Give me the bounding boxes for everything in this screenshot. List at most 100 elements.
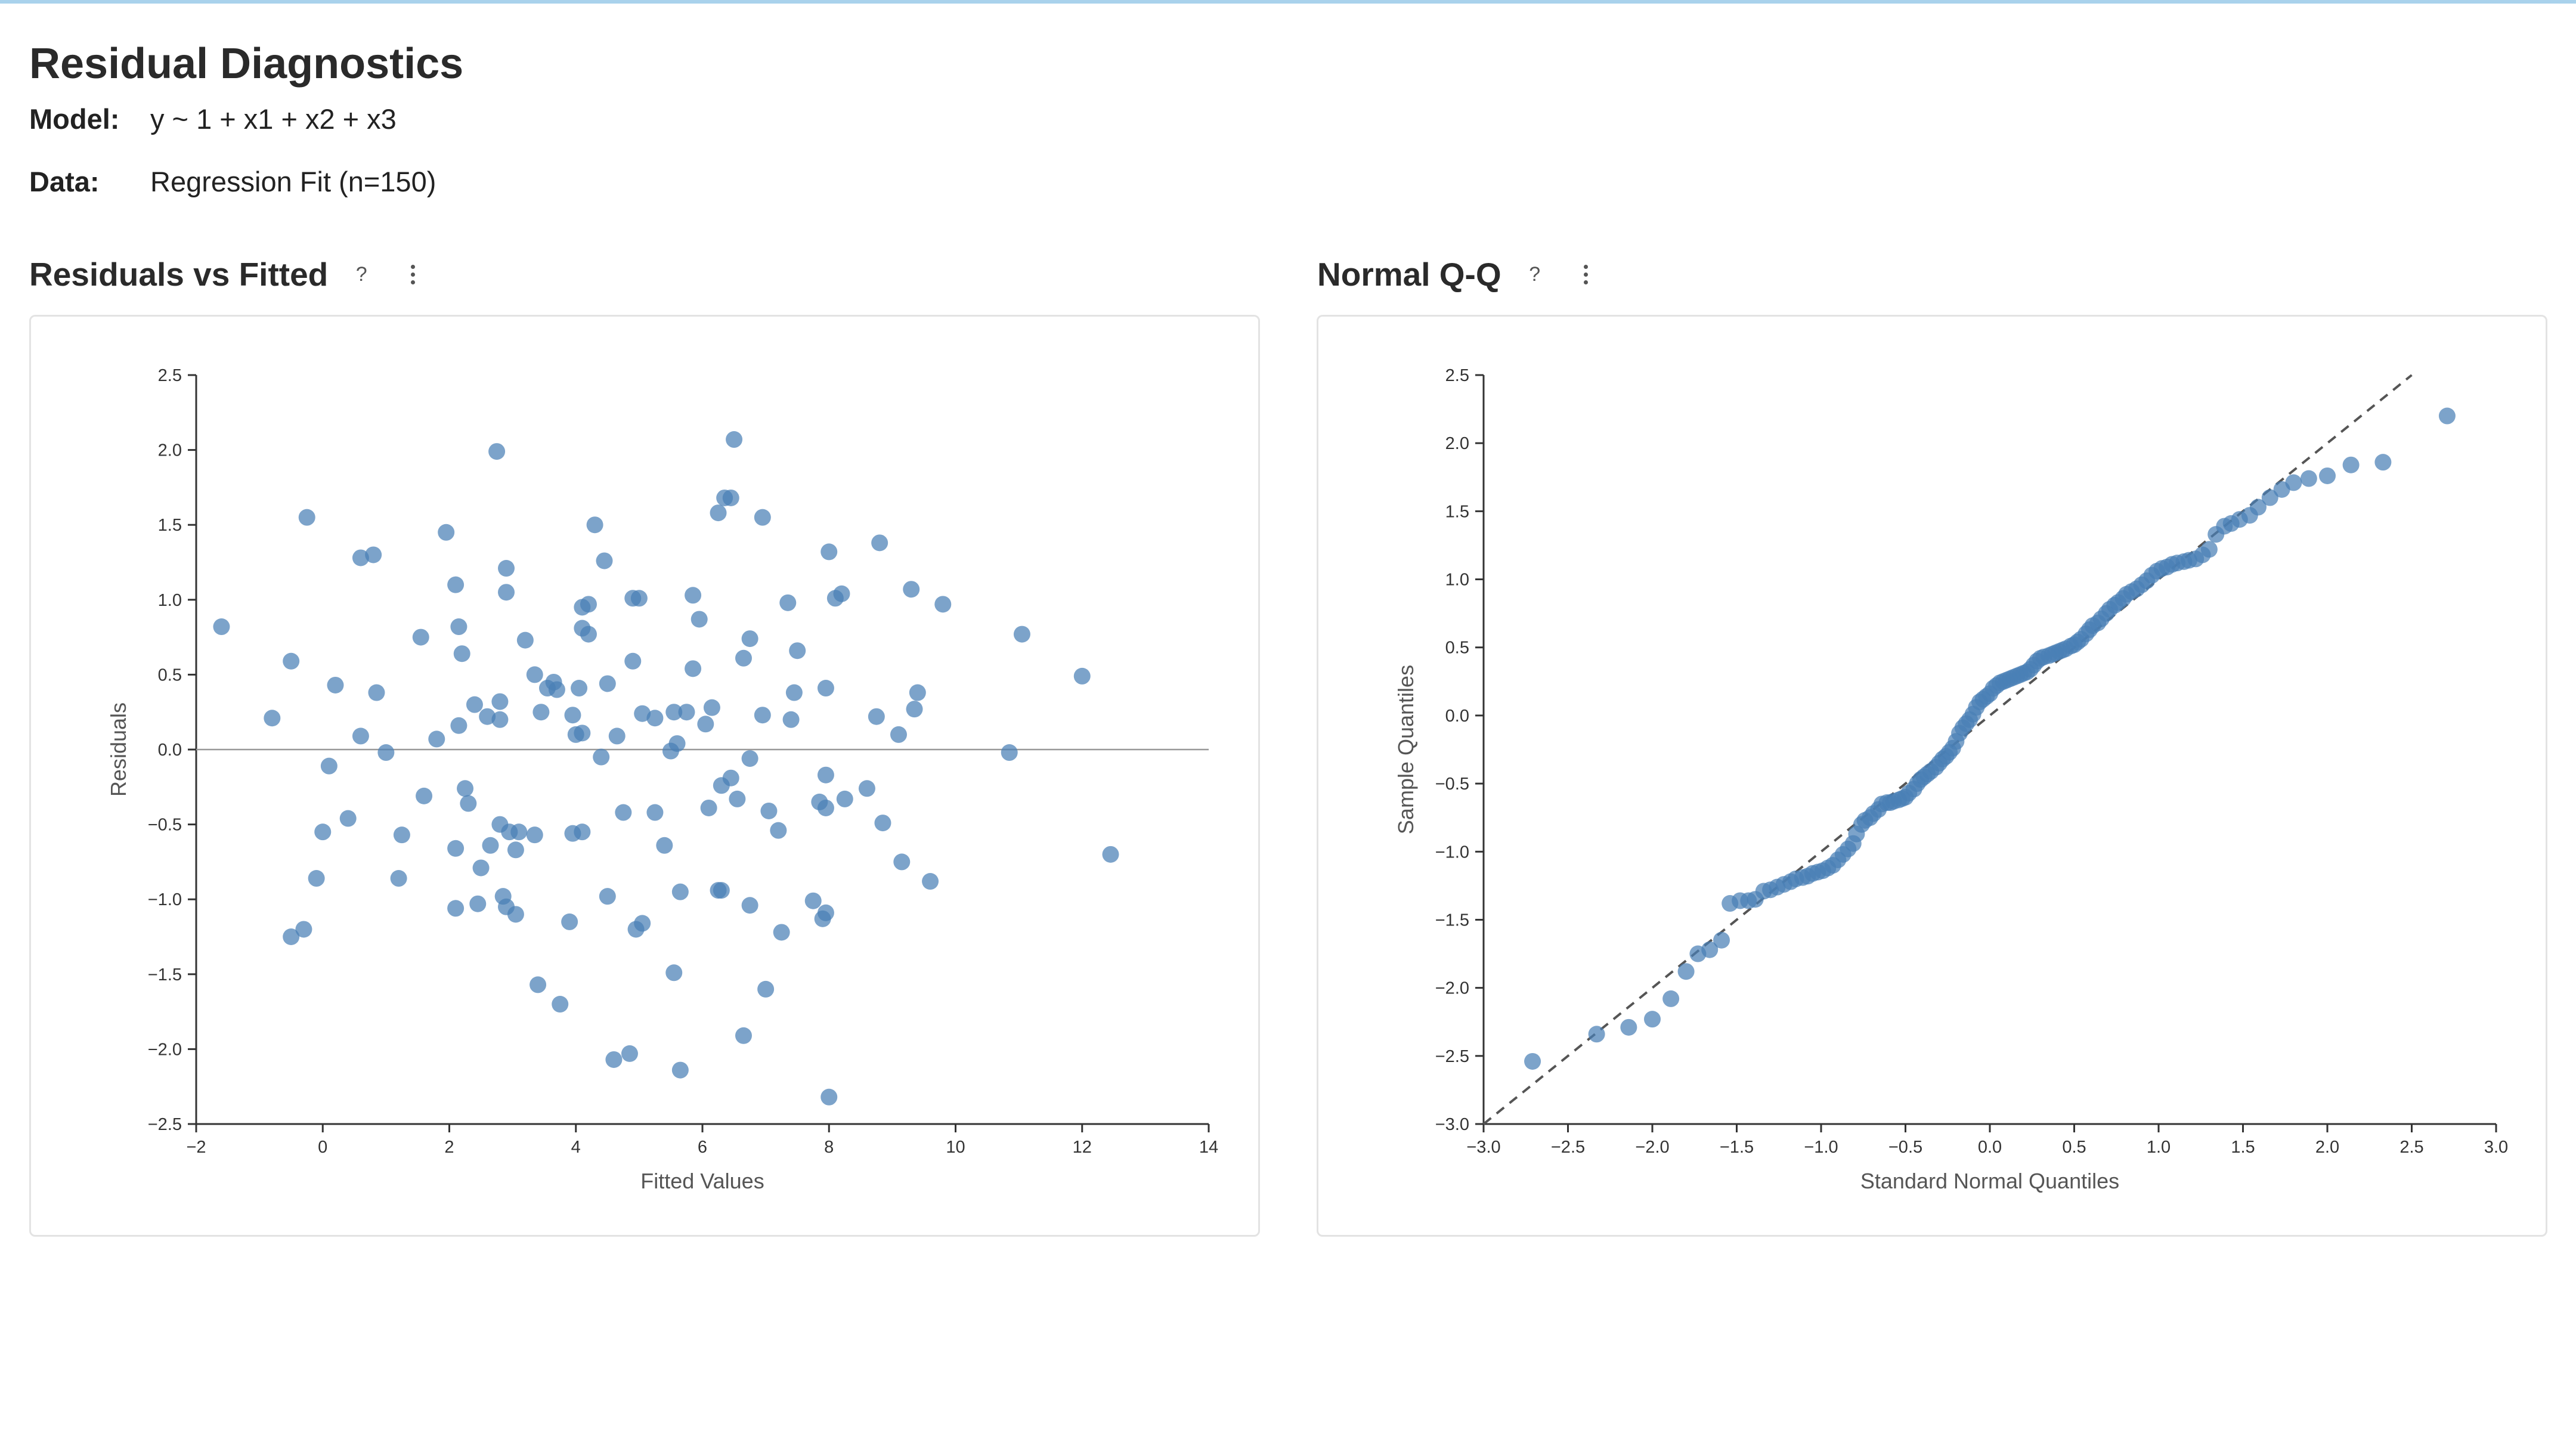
- x-tick-label: 1.0: [2147, 1138, 2171, 1157]
- data-point: [671, 1061, 689, 1079]
- model-row: Model: y ~ 1 + x1 + x2 + x3: [29, 103, 397, 136]
- data-point: [586, 516, 603, 534]
- residuals-panel-title: Residuals vs Fitted: [29, 256, 329, 293]
- data-point: [1013, 626, 1030, 643]
- data-point: [722, 489, 739, 506]
- x-tick-label: −3.0: [1466, 1138, 1500, 1157]
- data-point: [871, 534, 888, 552]
- data-point: [416, 787, 433, 804]
- data-point: [890, 726, 907, 743]
- y-tick-label: 2.5: [1445, 366, 1469, 385]
- data-point: [729, 790, 746, 807]
- data-point: [741, 750, 758, 767]
- data-point: [713, 882, 730, 899]
- data-point: [685, 660, 702, 677]
- data-point: [868, 708, 885, 725]
- x-tick-label: −0.5: [1888, 1138, 1922, 1157]
- x-tick-label: −2.0: [1635, 1138, 1669, 1157]
- data-point: [365, 546, 382, 564]
- data-point: [634, 705, 651, 722]
- y-tick-label: 2.0: [1445, 434, 1469, 453]
- y-tick-label: 1.5: [158, 516, 182, 535]
- data-point: [507, 906, 524, 923]
- data-point: [532, 704, 550, 721]
- data-point: [596, 552, 613, 569]
- x-tick-label: 0.5: [2062, 1138, 2086, 1157]
- data-point: [2300, 470, 2317, 487]
- y-tick-label: −1.0: [1435, 843, 1469, 862]
- data-point: [685, 587, 702, 604]
- data-point: [1073, 667, 1091, 685]
- data-point: [656, 837, 673, 854]
- question-mark-icon: ?: [1529, 262, 1541, 286]
- data-point: [1620, 1018, 1637, 1036]
- data-point: [665, 704, 683, 721]
- residuals-menu-button[interactable]: [401, 256, 425, 292]
- data-point: [599, 888, 616, 905]
- data-point: [457, 780, 474, 797]
- residuals-vs-fitted-chart: −2 0 2 4 6 8 10 12 14 2.5 2.0 1.5 1.0 0.5 0.0 −0.5 −1.0 −…: [106, 366, 1218, 1193]
- y-tick-label: 0.5: [158, 665, 182, 685]
- y-axis-label: Residuals: [106, 702, 131, 797]
- data-point: [821, 543, 838, 561]
- data-point: [634, 915, 651, 932]
- x-tick-label: −2.5: [1551, 1138, 1585, 1157]
- data-point: [697, 716, 714, 733]
- data-point: [264, 710, 281, 727]
- y-tick-label: 0.0: [158, 741, 182, 760]
- y-tick-label: −2.0: [148, 1040, 182, 1059]
- x-tick-label: 2.5: [2399, 1138, 2423, 1157]
- data-point: [757, 980, 775, 998]
- data-point: [646, 804, 664, 821]
- x-tick-label: −2: [186, 1138, 206, 1157]
- y-tick-label: 0.5: [1445, 639, 1469, 658]
- data-point: [561, 913, 578, 930]
- data-point: [773, 924, 790, 941]
- data-point: [779, 594, 797, 611]
- data-point: [833, 585, 850, 602]
- data-point: [621, 1045, 638, 1062]
- data-point: [1701, 941, 1719, 958]
- qq-help-button[interactable]: ?: [1523, 256, 1547, 292]
- y-tick-label: −2.5: [1435, 1047, 1469, 1066]
- top-accent-bar: [0, 0, 2576, 4]
- data-point: [526, 666, 543, 683]
- data-point: [491, 693, 509, 710]
- model-value: y ~ 1 + x1 + x2 + x3: [150, 103, 397, 135]
- data-point: [934, 596, 952, 613]
- data-point: [580, 596, 597, 613]
- qq-panel-title: Normal Q-Q: [1317, 256, 1501, 293]
- data-point: [671, 883, 689, 900]
- data-point: [548, 681, 565, 698]
- data-point: [450, 618, 467, 636]
- data-point: [754, 707, 771, 724]
- x-tick-label: −1.0: [1804, 1138, 1838, 1157]
- data-point: [624, 652, 642, 670]
- y-tick-label: 0.0: [1445, 707, 1469, 726]
- x-tick-label: 8: [824, 1138, 834, 1157]
- data-point: [1102, 846, 1119, 863]
- residuals-help-button[interactable]: ?: [349, 256, 373, 292]
- data-point: [453, 645, 470, 662]
- data-point: [760, 802, 778, 819]
- y-tick-label: 1.0: [1445, 571, 1469, 590]
- data-label: Data:: [29, 166, 100, 197]
- data-point: [906, 701, 923, 718]
- data-point: [283, 928, 300, 945]
- qq-menu-button[interactable]: [1574, 256, 1598, 292]
- data-point: [571, 680, 588, 697]
- data-point: [782, 711, 800, 728]
- data-point: [498, 560, 515, 577]
- data-point: [741, 897, 758, 914]
- data-point: [447, 576, 465, 593]
- x-tick-label: 3.0: [2484, 1138, 2508, 1157]
- data-point: [2374, 454, 2392, 471]
- data-point: [789, 642, 806, 660]
- data-point: [526, 826, 543, 844]
- data-point: [298, 509, 315, 526]
- data-point: [295, 921, 312, 938]
- data-point: [377, 744, 395, 761]
- data-point: [922, 873, 939, 890]
- data-point: [691, 611, 708, 628]
- data-point: [438, 524, 455, 541]
